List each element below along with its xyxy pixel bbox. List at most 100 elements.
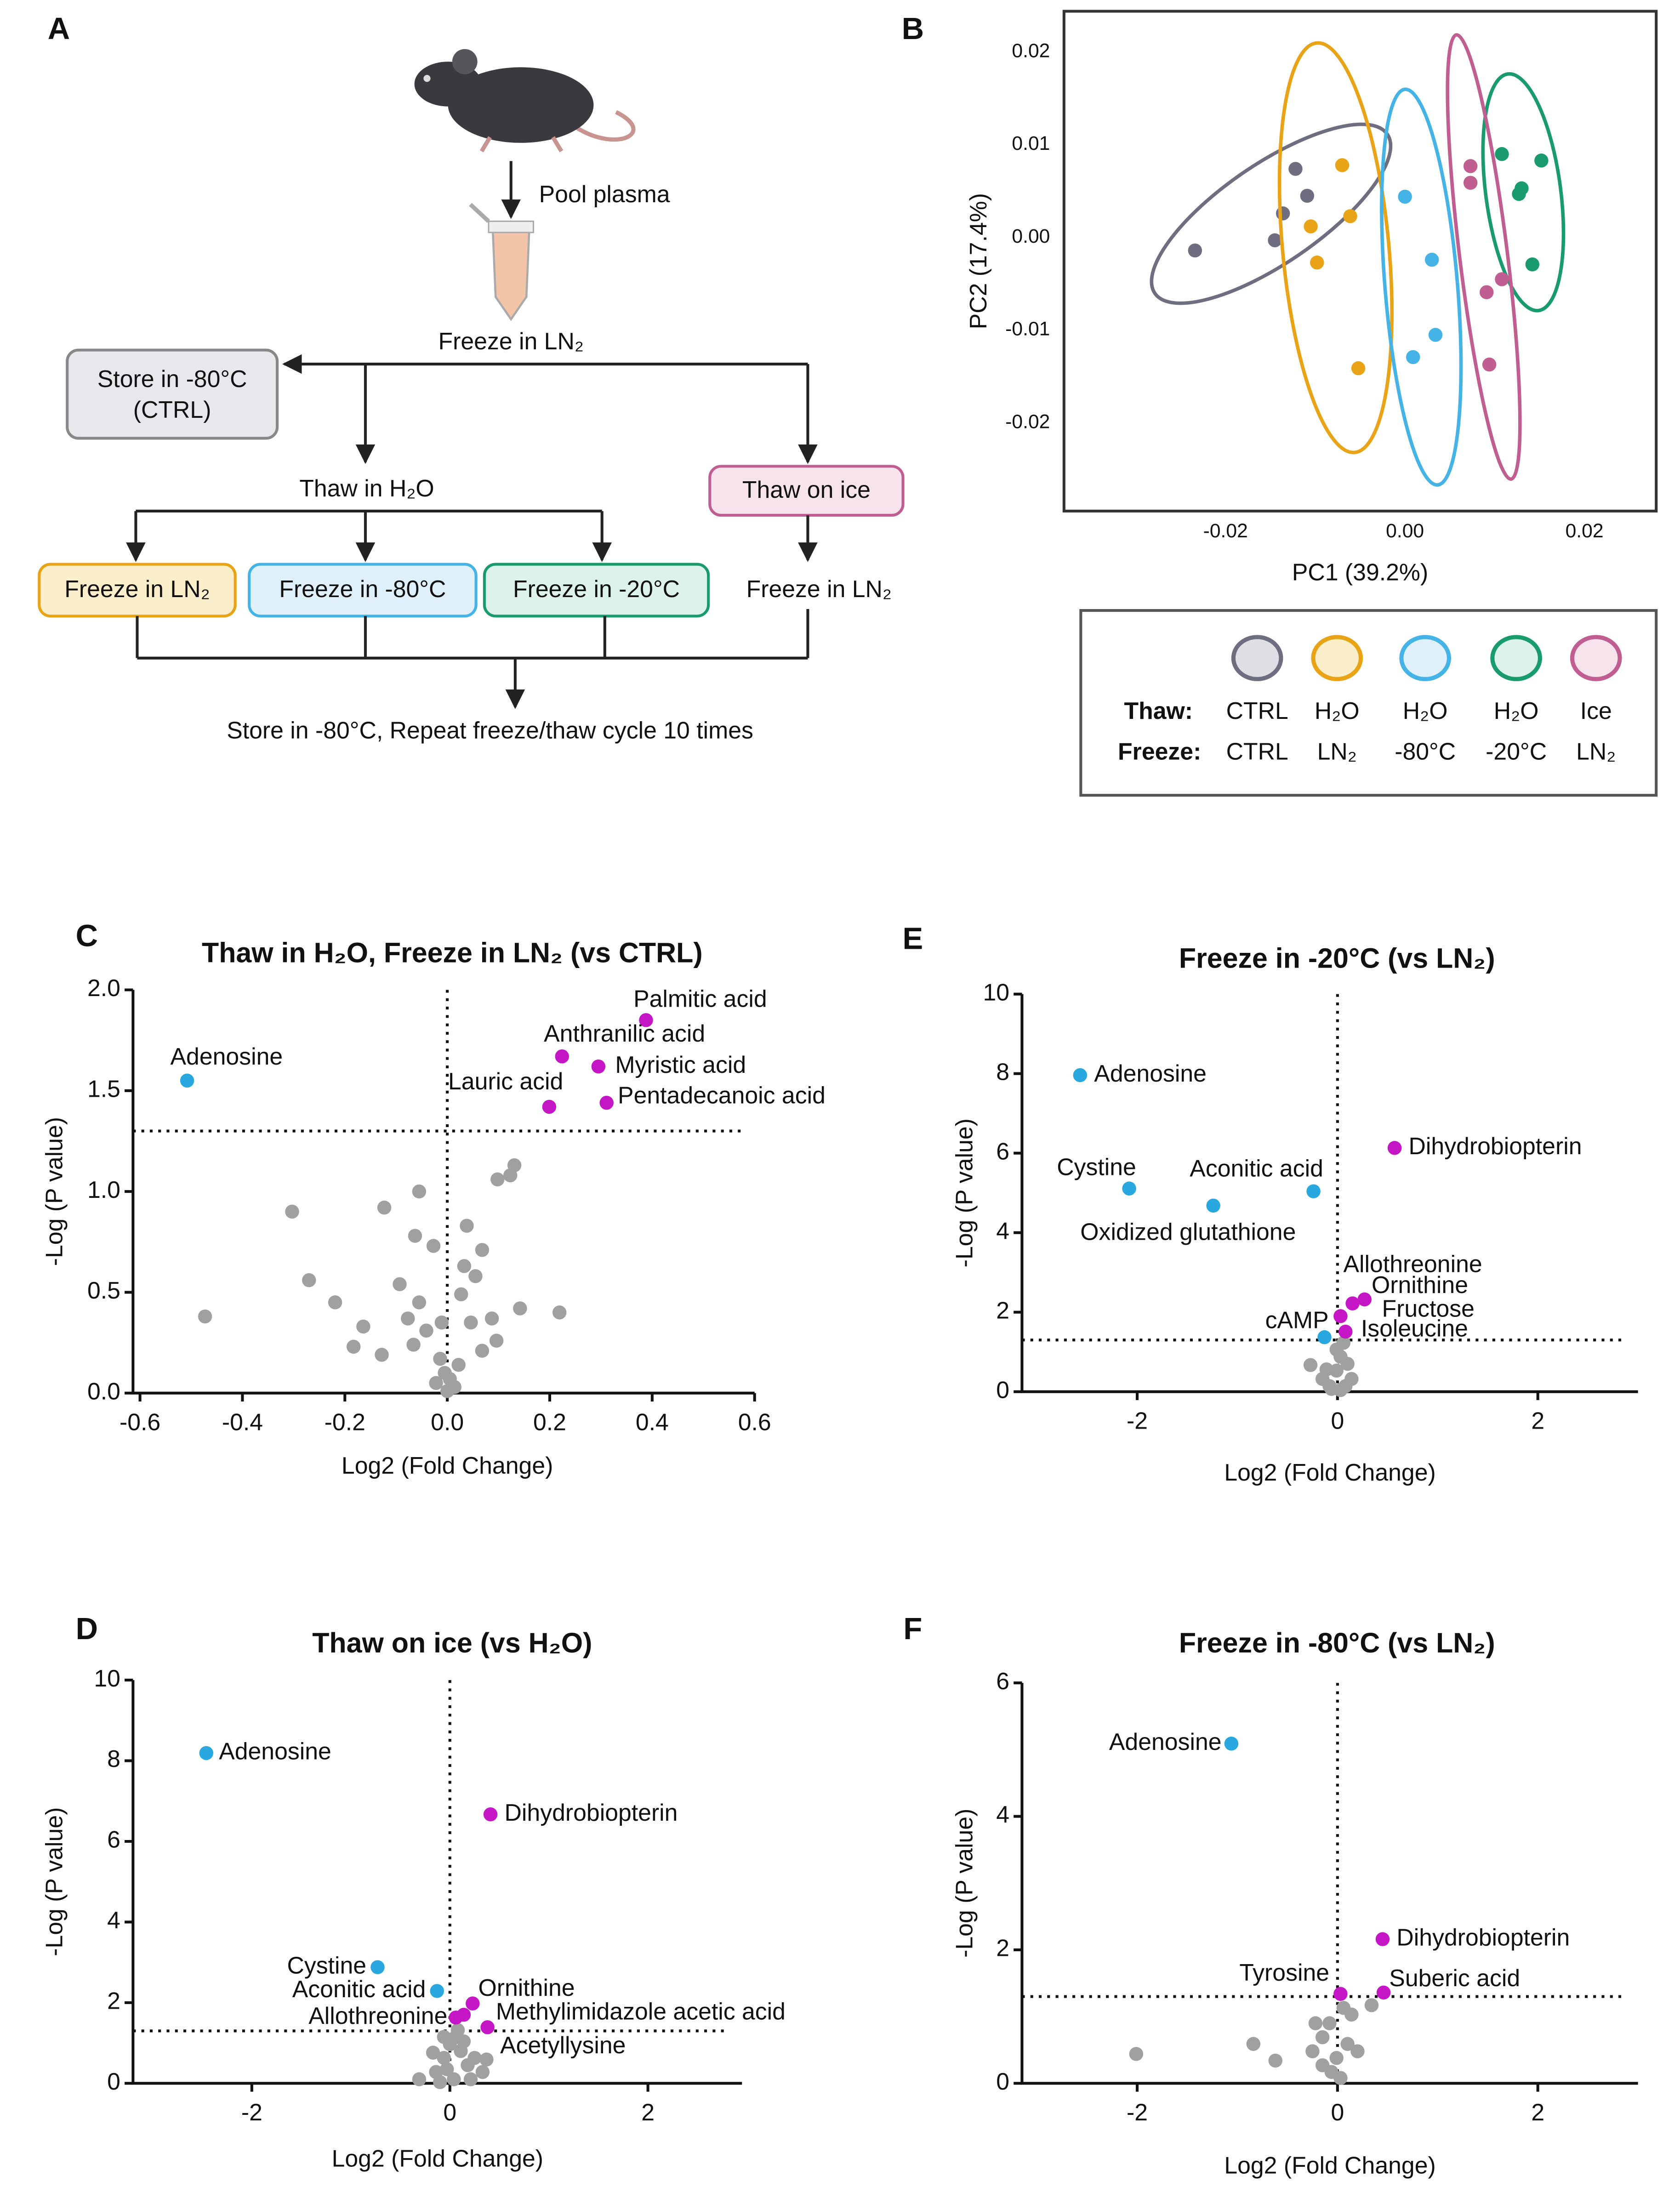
legend-label: -80°C: [1395, 738, 1456, 764]
x-tick-label: -0.2: [325, 1408, 365, 1435]
y-tick-label: 0.01: [1012, 132, 1050, 154]
data-point: [1246, 2037, 1261, 2051]
x-axis-label: Log2 (Fold Change): [332, 2145, 543, 2171]
step-text: Store in -80°C, Repeat freeze/thaw cycle…: [227, 717, 753, 744]
data-point: [429, 1376, 443, 1390]
panel-a: A Pool plasma Freeze in LN₂ Store in -80…: [38, 11, 905, 744]
data-point: [1406, 350, 1420, 365]
data-point: [457, 1259, 472, 1273]
x-axis-label: Log2 (Fold Change): [1224, 1459, 1435, 1486]
y-tick-label: 1.0: [87, 1176, 120, 1203]
data-point: [412, 1184, 427, 1199]
data-point: [1188, 243, 1202, 258]
y-tick-label: 1.5: [87, 1075, 120, 1102]
legend-header: Thaw:: [1124, 697, 1193, 724]
data-point: [1300, 188, 1315, 203]
x-tick-label: -0.6: [120, 1408, 160, 1435]
data-point: [1463, 159, 1478, 173]
point-label: Dihydrobiopterin: [505, 1799, 678, 1826]
data-point: [1335, 158, 1350, 172]
data-point: [475, 1243, 490, 1257]
y-tick-label: 8: [107, 1745, 120, 1772]
data-point: [1224, 1737, 1239, 1751]
data-point: [433, 1351, 447, 1366]
data-point: [1534, 154, 1549, 168]
confidence-ellipse: [1150, 122, 1393, 305]
x-tick-label: -0.4: [222, 1408, 263, 1435]
data-point: [1482, 357, 1497, 372]
y-tick-label: 10: [94, 1665, 120, 1692]
point-label: Dihydrobiopterin: [1409, 1133, 1582, 1159]
data-point: [1375, 1932, 1390, 1946]
data-point: [1338, 1379, 1353, 1393]
data-point: [1512, 187, 1526, 201]
data-point: [393, 1277, 407, 1292]
box-text: Freeze in -20°C: [513, 575, 680, 602]
data-point: [1315, 2030, 1330, 2045]
charts: B-0.02 0.00 0.02-0.02-0.010.000.010.02PC1 …: [41, 10, 1658, 2179]
data-point: [1329, 2051, 1344, 2065]
data-point: [1333, 1309, 1348, 1323]
data-point: [302, 1273, 316, 1287]
data-point: [1338, 1324, 1353, 1339]
y-tick-label: -0.02: [1005, 410, 1050, 433]
box-text: Freeze in LN₂: [64, 575, 210, 602]
y-tick-label: 0.5: [87, 1277, 120, 1304]
legend-label: H₂O: [1494, 697, 1539, 724]
data-point: [430, 1984, 444, 1998]
data-point: [434, 1315, 449, 1330]
y-tick-label: 2: [107, 1988, 120, 2014]
confidence-ellipse: [1446, 33, 1522, 481]
data-point: [466, 1996, 480, 2011]
x-axis-label: Log2 (Fold Change): [1224, 2152, 1435, 2179]
legend-label: -20°C: [1486, 738, 1547, 764]
box-text: (CTRL): [133, 396, 211, 423]
y-tick-label: 0.0: [87, 1378, 120, 1404]
data-point: [419, 1323, 433, 1338]
x-tick-label: 2: [1531, 1407, 1544, 1434]
data-point: [489, 1333, 504, 1348]
data-point: [412, 2072, 427, 2086]
y-tick-label: 10: [983, 979, 1009, 1005]
point-label: Aconitic acid: [292, 1976, 426, 2002]
panel-label: F: [903, 1612, 922, 1646]
data-point: [1073, 1068, 1088, 1082]
point-label: Lauric acid: [448, 1068, 563, 1094]
data-point: [1364, 1998, 1379, 2012]
data-point: [1340, 1356, 1355, 1371]
data-point: [426, 2045, 440, 2060]
data-point: [1306, 1184, 1321, 1198]
point-label: Suberic acid: [1389, 1965, 1520, 1991]
data-point: [412, 1295, 427, 1310]
x-tick-label: -2: [241, 2099, 262, 2125]
data-point: [599, 1095, 614, 1110]
y-tick-label: 6: [996, 1668, 1009, 1694]
point-label: Adenosine: [171, 1043, 283, 1070]
data-point: [328, 1295, 342, 1310]
legend-label: H₂O: [1403, 697, 1448, 724]
data-point: [484, 1311, 499, 1326]
data-point: [437, 2051, 451, 2065]
y-tick-label: 0: [996, 1376, 1009, 1403]
data-point: [401, 1311, 415, 1326]
legend-label: LN₂: [1576, 738, 1616, 764]
legend-box: [1079, 609, 1658, 797]
x-tick-label: 0.6: [738, 1408, 771, 1435]
data-point: [468, 1269, 483, 1283]
x-tick-label: 2: [641, 2099, 655, 2125]
chart-title: Freeze in -20°C (vs LN₂): [1179, 943, 1495, 974]
data-point: [1276, 206, 1290, 221]
data-point: [408, 1229, 422, 1243]
box-text: Store in -80°C: [97, 365, 247, 392]
point-label: Cystine: [287, 1952, 366, 1978]
data-point: [1387, 1141, 1402, 1155]
step-text: Pool plasma: [539, 181, 670, 207]
y-axis-label: -Log (P value): [41, 1117, 68, 1266]
y-axis-label: PC2 (17.4%): [965, 193, 991, 329]
data-point: [475, 1344, 490, 1358]
data-point: [513, 1301, 527, 1316]
data-point: [479, 2052, 494, 2067]
data-point: [1288, 162, 1303, 176]
y-tick-label: -0.01: [1005, 318, 1050, 340]
data-point: [1322, 2016, 1337, 2030]
